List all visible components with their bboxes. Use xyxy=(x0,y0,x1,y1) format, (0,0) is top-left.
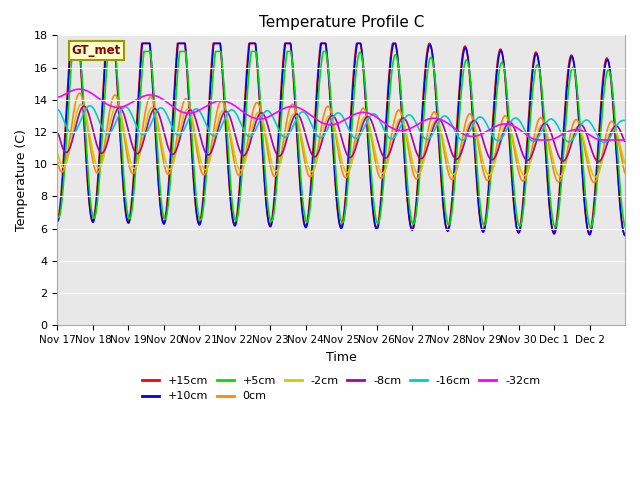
-8cm xyxy=(545,123,552,129)
-2cm xyxy=(545,136,552,142)
Legend: +15cm, +10cm, +5cm, 0cm, -2cm, -8cm, -16cm, -32cm: +15cm, +10cm, +5cm, 0cm, -2cm, -8cm, -16… xyxy=(138,372,545,406)
-2cm xyxy=(513,150,520,156)
Line: -16cm: -16cm xyxy=(58,106,625,143)
0cm xyxy=(513,158,520,164)
Line: +5cm: +5cm xyxy=(58,51,625,228)
0cm xyxy=(76,90,83,96)
-16cm xyxy=(233,112,241,118)
0cm xyxy=(233,169,241,175)
-16cm xyxy=(614,121,621,127)
-8cm xyxy=(80,103,88,109)
+5cm xyxy=(233,216,241,222)
+5cm xyxy=(111,48,118,54)
+15cm xyxy=(613,165,621,170)
+15cm xyxy=(545,192,552,198)
-2cm xyxy=(233,161,241,167)
-32cm xyxy=(607,137,615,143)
-16cm xyxy=(376,117,383,123)
+15cm xyxy=(233,212,241,218)
+10cm xyxy=(545,188,552,194)
+5cm xyxy=(54,213,61,218)
-2cm xyxy=(591,174,599,180)
0cm xyxy=(111,92,118,98)
0cm xyxy=(376,174,383,180)
+5cm xyxy=(621,224,629,229)
+10cm xyxy=(67,40,75,46)
-16cm xyxy=(111,123,118,129)
+10cm xyxy=(513,223,520,228)
+15cm xyxy=(67,40,74,46)
Line: 0cm: 0cm xyxy=(58,93,625,182)
-2cm xyxy=(621,161,629,167)
+10cm xyxy=(54,218,61,224)
-16cm xyxy=(54,107,61,112)
0cm xyxy=(545,140,552,145)
-8cm xyxy=(513,131,520,137)
0cm xyxy=(590,180,598,185)
0cm xyxy=(621,170,629,176)
-32cm xyxy=(233,104,241,110)
-8cm xyxy=(614,123,621,129)
+15cm xyxy=(376,210,383,216)
+5cm xyxy=(69,48,77,54)
-16cm xyxy=(513,115,520,121)
+5cm xyxy=(376,216,383,222)
+5cm xyxy=(513,209,520,215)
-16cm xyxy=(86,103,94,108)
-32cm xyxy=(513,125,520,131)
+15cm xyxy=(513,224,520,229)
-2cm xyxy=(614,132,621,138)
-16cm xyxy=(621,118,629,123)
+5cm xyxy=(545,172,552,178)
Y-axis label: Temperature (C): Temperature (C) xyxy=(15,129,28,231)
Text: GT_met: GT_met xyxy=(72,44,121,57)
0cm xyxy=(614,133,621,139)
X-axis label: Time: Time xyxy=(326,350,356,363)
-32cm xyxy=(111,104,118,110)
+10cm xyxy=(376,215,383,221)
+15cm xyxy=(621,231,629,237)
-8cm xyxy=(233,139,241,144)
-8cm xyxy=(54,130,61,135)
-8cm xyxy=(376,144,383,150)
Title: Temperature Profile C: Temperature Profile C xyxy=(259,15,424,30)
+5cm xyxy=(614,148,621,154)
+10cm xyxy=(233,217,241,223)
-32cm xyxy=(545,137,552,143)
-8cm xyxy=(621,139,629,144)
-32cm xyxy=(76,86,83,92)
-2cm xyxy=(111,105,118,111)
-2cm xyxy=(54,151,61,156)
-32cm xyxy=(621,137,629,143)
-32cm xyxy=(54,94,61,100)
+15cm xyxy=(54,216,61,222)
+15cm xyxy=(621,231,628,237)
Line: -2cm: -2cm xyxy=(58,104,625,177)
-32cm xyxy=(614,137,621,143)
Line: +10cm: +10cm xyxy=(58,43,625,236)
+10cm xyxy=(613,159,621,165)
Line: -8cm: -8cm xyxy=(58,106,625,162)
+15cm xyxy=(111,40,118,46)
-2cm xyxy=(376,166,383,172)
+10cm xyxy=(111,40,118,46)
-8cm xyxy=(111,113,118,119)
Line: +15cm: +15cm xyxy=(58,43,625,234)
-8cm xyxy=(595,159,602,165)
-16cm xyxy=(600,140,608,145)
Line: -32cm: -32cm xyxy=(58,89,625,140)
0cm xyxy=(54,159,61,165)
-32cm xyxy=(376,117,383,122)
-2cm xyxy=(77,101,85,107)
+5cm xyxy=(587,225,595,230)
-16cm xyxy=(545,118,552,123)
+10cm xyxy=(621,233,629,239)
